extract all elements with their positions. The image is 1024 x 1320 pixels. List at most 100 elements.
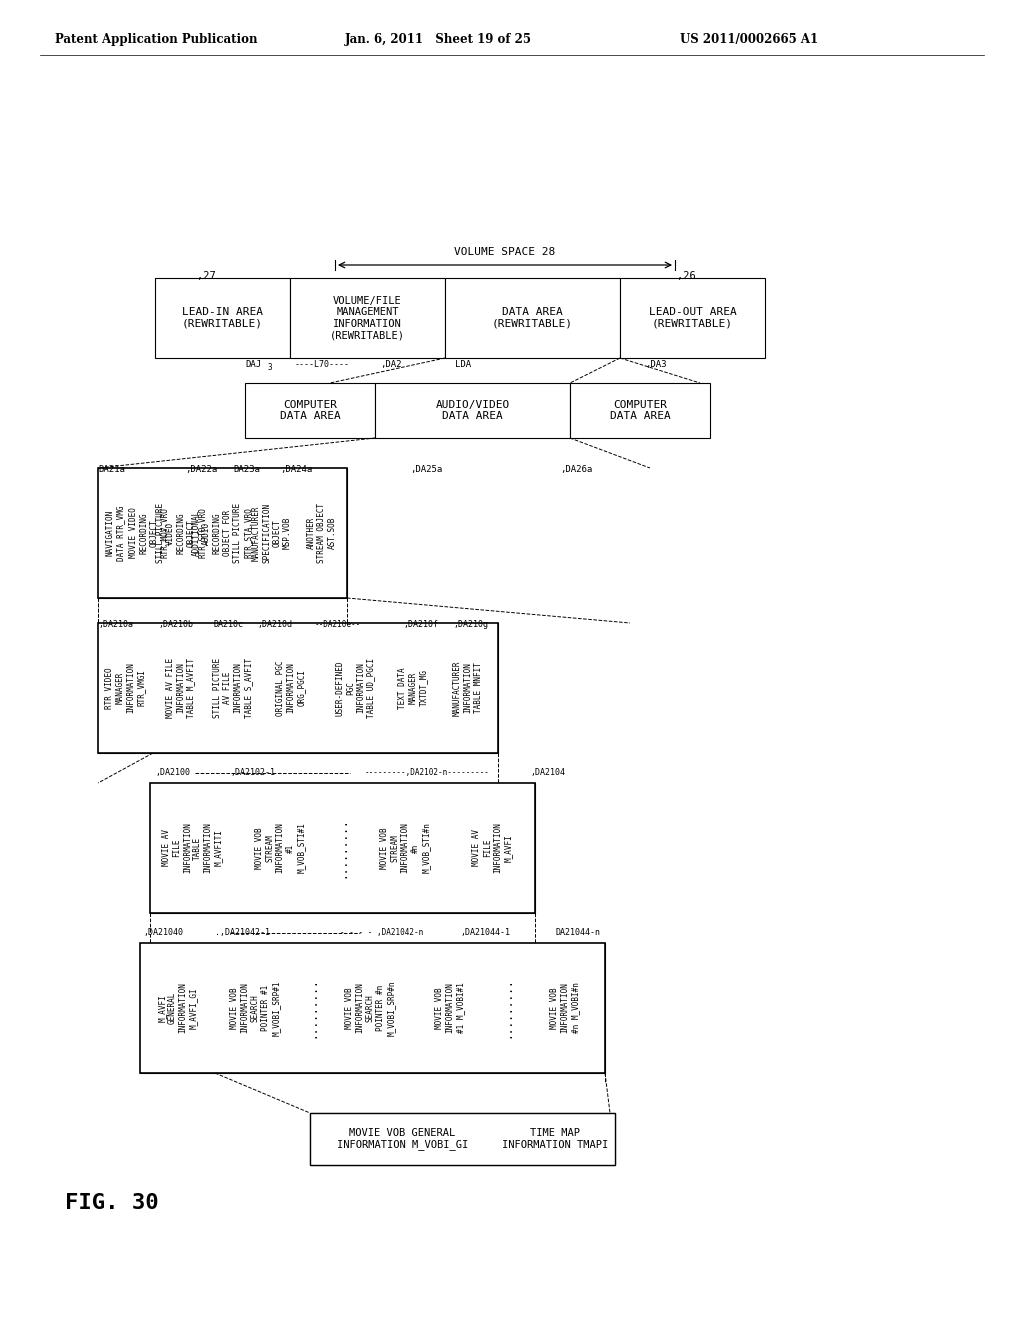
- Bar: [140, 942, 605, 1073]
- Text: US 2011/0002665 A1: US 2011/0002665 A1: [680, 33, 818, 46]
- Bar: [290, 279, 445, 358]
- Bar: [215, 942, 295, 1073]
- Text: DAJ: DAJ: [245, 360, 261, 370]
- Text: ,DA3: ,DA3: [645, 360, 667, 370]
- Bar: [247, 469, 297, 598]
- Text: ,27: ,27: [197, 271, 216, 281]
- Bar: [258, 623, 323, 752]
- Text: MOVIE AV
FILE
INFORMATION
TABLE
INFORMATION
M_AVFITI: MOVIE AV FILE INFORMATION TABLE INFORMAT…: [162, 822, 223, 874]
- Bar: [450, 783, 535, 913]
- Bar: [410, 942, 490, 1073]
- Text: FIG. 30: FIG. 30: [65, 1193, 159, 1213]
- Text: NAVIGATION
DATA RTR_VMG: NAVIGATION DATA RTR_VMG: [105, 506, 125, 561]
- Text: COMPUTER
DATA AREA: COMPUTER DATA AREA: [609, 400, 671, 421]
- Text: LEAD-IN AREA
(REWRITABLE): LEAD-IN AREA (REWRITABLE): [182, 308, 263, 329]
- Text: DA21a: DA21a: [98, 465, 125, 474]
- Bar: [375, 383, 570, 438]
- Text: .,DA21042-1: .,DA21042-1: [215, 928, 270, 937]
- Text: MOVIE AV FILE
INFORMATION
TABLE M_AVFIT: MOVIE AV FILE INFORMATION TABLE M_AVFIT: [166, 657, 196, 718]
- Bar: [570, 383, 710, 438]
- Text: ADDITIONAL
AUDIO
RECORDING
OBJECT FOR
STILL PICTURE
RTR_STA.VRO: ADDITIONAL AUDIO RECORDING OBJECT FOR ST…: [191, 503, 253, 564]
- Text: ,DA210d: ,DA210d: [257, 620, 292, 630]
- Text: --DA210e--: --DA210e--: [315, 620, 361, 630]
- Bar: [98, 623, 498, 752]
- Bar: [208, 623, 258, 752]
- Text: DA23a: DA23a: [233, 465, 260, 474]
- Text: ,DA2104: ,DA2104: [530, 768, 565, 777]
- Text: ,DA210b: ,DA210b: [158, 620, 193, 630]
- Bar: [150, 783, 234, 913]
- Bar: [495, 1113, 615, 1166]
- Bar: [234, 783, 325, 913]
- Text: MOVIE AV
FILE
INFORMATION
M_AVFI: MOVIE AV FILE INFORMATION M_AVFI: [472, 822, 513, 874]
- Text: ,DA22a: ,DA22a: [185, 465, 217, 474]
- Text: .........: .........: [307, 978, 317, 1039]
- Text: DA210c: DA210c: [213, 620, 243, 630]
- Text: ,DA26a: ,DA26a: [560, 465, 592, 474]
- Text: ,DA21044-1: ,DA21044-1: [460, 928, 510, 937]
- Text: MANUFACTURER
INFORMATION
TABLE MNFIT: MANUFACTURER INFORMATION TABLE MNFIT: [453, 660, 483, 715]
- Text: ,DA210g: ,DA210g: [453, 620, 488, 630]
- Text: DATA AREA
(REWRITABLE): DATA AREA (REWRITABLE): [492, 308, 573, 329]
- Text: RTR VIDEO
MANAGER
INFORMATION
RTR_VMGI: RTR VIDEO MANAGER INFORMATION RTR_VMGI: [105, 663, 145, 713]
- Bar: [297, 469, 347, 598]
- Text: MOVIE VOB
STREAM
INFORMATION
#n
M_VOB_STI#n: MOVIE VOB STREAM INFORMATION #n M_VOB_ST…: [380, 822, 430, 874]
- Text: ,DA2100: ,DA2100: [155, 768, 190, 777]
- Bar: [360, 783, 450, 913]
- Text: - - - - ,DA21042-n: - - - - ,DA21042-n: [340, 928, 423, 937]
- Text: ,26: ,26: [677, 271, 695, 281]
- Bar: [310, 1113, 495, 1166]
- Text: ----L70----: ----L70----: [295, 360, 350, 370]
- Text: LDA: LDA: [455, 360, 471, 370]
- Text: ,DA24a: ,DA24a: [280, 465, 312, 474]
- Text: VOLUME/FILE
MANAGEMENT
INFORMATION
(REWRITABLE): VOLUME/FILE MANAGEMENT INFORMATION (REWR…: [330, 296, 406, 341]
- Bar: [98, 469, 347, 598]
- Bar: [310, 1113, 615, 1166]
- Text: M_AVFI
GENERAL
INFORMATION
M_AVFI_GI: M_AVFI GENERAL INFORMATION M_AVFI_GI: [158, 982, 198, 1034]
- Text: .........: .........: [338, 817, 347, 878]
- Text: MOVIE VOB
INFORMATION
#1 M_VOBI#1: MOVIE VOB INFORMATION #1 M_VOBI#1: [435, 982, 465, 1034]
- Bar: [388, 623, 438, 752]
- Bar: [98, 469, 133, 598]
- Text: MOVIE VOB
INFORMATION
#n M_VOBI#n: MOVIE VOB INFORMATION #n M_VOBI#n: [550, 982, 580, 1034]
- Bar: [620, 279, 765, 358]
- Text: .........: .........: [503, 978, 512, 1039]
- Text: ORIGINAL PGC
INFORMATION
ORG_PGCI: ORIGINAL PGC INFORMATION ORG_PGCI: [275, 660, 305, 715]
- Text: ,DA210a: ,DA210a: [98, 620, 133, 630]
- Bar: [325, 783, 360, 913]
- Bar: [330, 942, 410, 1073]
- Text: VOLUME SPACE 28: VOLUME SPACE 28: [455, 247, 556, 257]
- Text: MANUFACTURER
SPECIFICATION
OBJECT
MSP.VOB: MANUFACTURER SPECIFICATION OBJECT MSP.VO…: [252, 503, 292, 564]
- Bar: [445, 279, 620, 358]
- Bar: [197, 469, 247, 598]
- Text: ,DA210f: ,DA210f: [403, 620, 438, 630]
- Text: LEAD-OUT AREA
(REWRITABLE): LEAD-OUT AREA (REWRITABLE): [648, 308, 736, 329]
- Text: MOVIE VOB GENERAL
INFORMATION M_VOBI_GI: MOVIE VOB GENERAL INFORMATION M_VOBI_GI: [337, 1127, 468, 1150]
- Text: MOVIE VOB
STREAM
INFORMATION
#1
M_VOB_STI#1: MOVIE VOB STREAM INFORMATION #1 M_VOB_ST…: [255, 822, 305, 874]
- Text: Jan. 6, 2011   Sheet 19 of 25: Jan. 6, 2011 Sheet 19 of 25: [345, 33, 532, 46]
- Text: ANOTHER
STREAM OBJECT
AST.SOB: ANOTHER STREAM OBJECT AST.SOB: [307, 503, 337, 564]
- Text: MOVIE VOB
INFORMATION
SEARCH
POINTER #n
M_VOBI_SRP#n: MOVIE VOB INFORMATION SEARCH POINTER #n …: [345, 981, 395, 1036]
- Text: MOVIE VIDEO
RECORDING
OBJECT
RTR_MOV.VRO: MOVIE VIDEO RECORDING OBJECT RTR_MOV.VRO: [129, 508, 169, 558]
- Bar: [323, 623, 388, 752]
- Bar: [98, 623, 153, 752]
- Bar: [490, 942, 525, 1073]
- Text: DA21044-n: DA21044-n: [555, 928, 600, 937]
- Text: ---------,DA2102-n---------: ---------,DA2102-n---------: [365, 768, 489, 777]
- Text: USER-DEFINED
PGC
INFORMATION
TABLE UD_PGCI: USER-DEFINED PGC INFORMATION TABLE UD_PG…: [336, 657, 376, 718]
- Bar: [165, 469, 197, 598]
- Text: STILL PICTURE
VIDEO
RECORDING
OBJECT
RTR_STO.VRO: STILL PICTURE VIDEO RECORDING OBJECT RTR…: [156, 503, 206, 564]
- Text: ,DA25a: ,DA25a: [410, 465, 442, 474]
- Text: 3: 3: [268, 363, 272, 372]
- Bar: [133, 469, 165, 598]
- Bar: [140, 942, 215, 1073]
- Text: STILL PICTURE
AV FILE
INFORMATION
TABLE S_AVFIT: STILL PICTURE AV FILE INFORMATION TABLE …: [213, 657, 253, 718]
- Bar: [153, 623, 208, 752]
- Text: ,DA21040: ,DA21040: [143, 928, 183, 937]
- Text: TEXT DATA
MANAGER
TXTDT_MG: TEXT DATA MANAGER TXTDT_MG: [398, 667, 428, 709]
- Bar: [245, 383, 375, 438]
- Text: AUDIO/VIDEO
DATA AREA: AUDIO/VIDEO DATA AREA: [435, 400, 510, 421]
- Text: MOVIE VOB
INFORMATION
SEARCH
POINTER #1
M_VOBI_SRP#1: MOVIE VOB INFORMATION SEARCH POINTER #1 …: [229, 981, 281, 1036]
- Text: ,DA2102-1: ,DA2102-1: [230, 768, 275, 777]
- Bar: [438, 623, 498, 752]
